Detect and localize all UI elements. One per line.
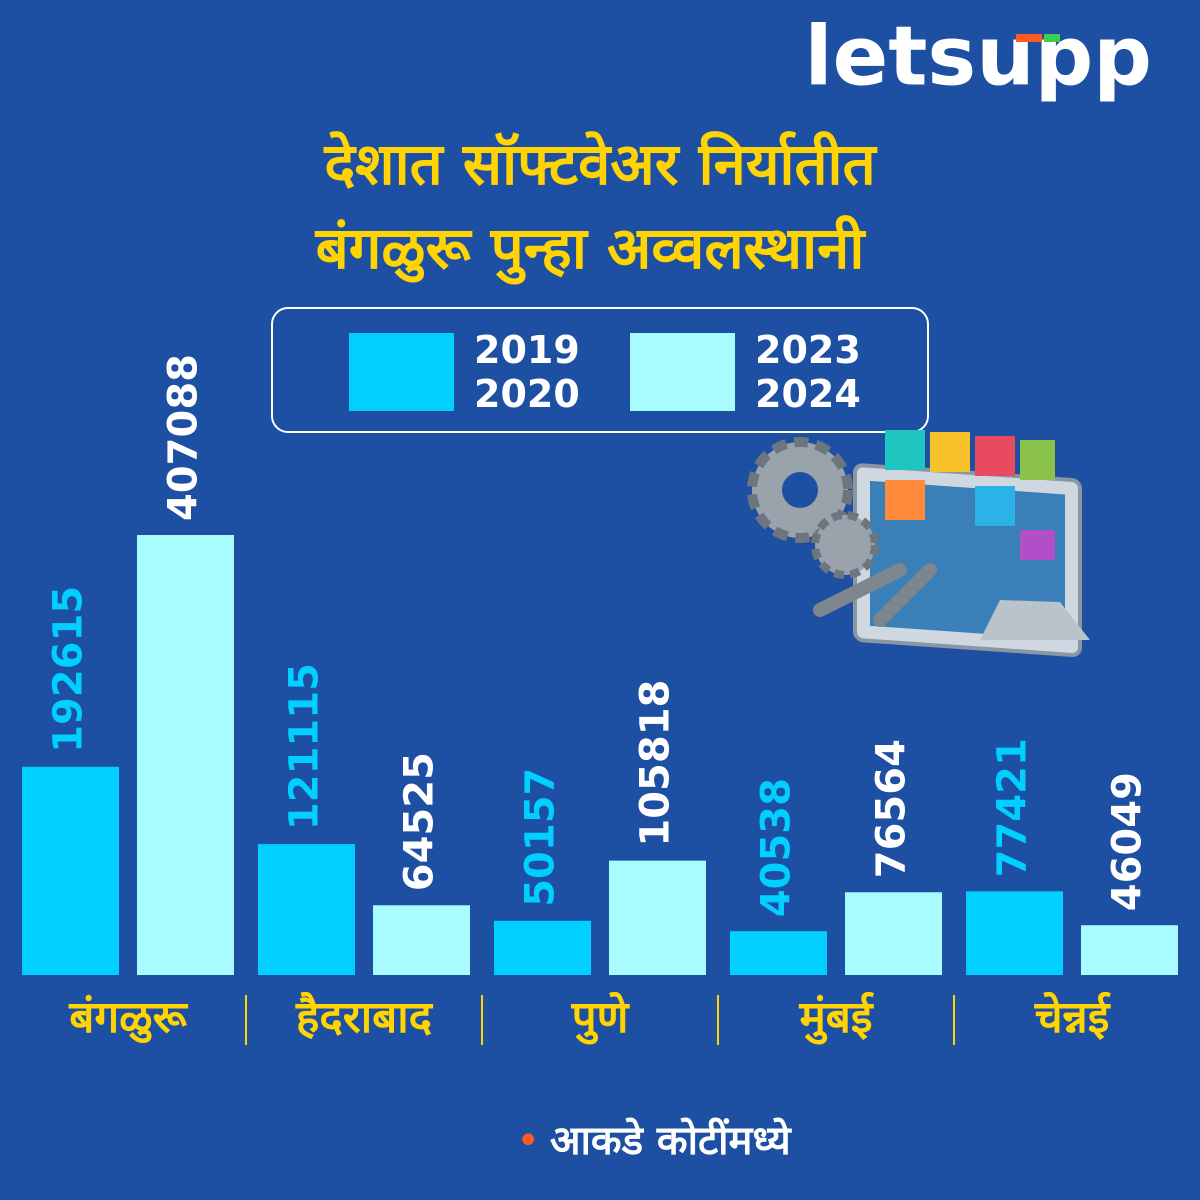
gear-hole xyxy=(782,472,818,508)
bar xyxy=(258,844,355,975)
tile xyxy=(1020,530,1055,560)
x-tick-label: मुंबई xyxy=(798,991,874,1045)
note: आकडे कोटींमध्ये xyxy=(550,1117,792,1164)
note-bullet: • xyxy=(516,1118,540,1164)
value-label: 40538 xyxy=(754,778,800,917)
value-label: 192615 xyxy=(46,586,92,753)
value-label: 121115 xyxy=(282,663,328,830)
value-label: 77421 xyxy=(990,738,1036,877)
legend-box xyxy=(271,307,929,433)
x-tick-label: चेन्नई xyxy=(1034,991,1112,1043)
monitor-stand xyxy=(980,600,1090,640)
tile xyxy=(1020,440,1055,480)
tile xyxy=(975,486,1015,526)
tile xyxy=(975,436,1015,476)
bar xyxy=(609,860,706,975)
tile xyxy=(885,430,925,470)
tile xyxy=(930,432,970,472)
value-label: 76564 xyxy=(869,739,915,878)
logo-accent xyxy=(1044,34,1060,42)
computer-illustration xyxy=(747,430,1090,657)
bar xyxy=(845,892,942,975)
bar xyxy=(966,891,1063,975)
gear xyxy=(811,511,879,579)
brand-logo: letsupp xyxy=(805,9,1153,104)
value-label: 50157 xyxy=(518,768,564,907)
screen xyxy=(870,480,1065,640)
wrench xyxy=(813,563,937,627)
bar xyxy=(137,535,234,975)
value-label: 64525 xyxy=(397,752,443,891)
value-label: 407088 xyxy=(161,354,207,521)
bar xyxy=(373,905,470,975)
bar xyxy=(494,920,591,975)
x-tick-label: बंगळुरू xyxy=(68,992,188,1044)
x-tick-label: हैदराबाद xyxy=(295,991,434,1043)
logo-accent xyxy=(1016,34,1042,42)
legend-label: 2023 2024 xyxy=(755,328,861,416)
x-tick-label: पुणे xyxy=(571,991,631,1045)
bar xyxy=(1081,925,1178,975)
title-line: बंगळुरू पुन्हा अव्वलस्थानी xyxy=(315,214,867,285)
legend-label: 2019 2020 xyxy=(474,328,580,416)
bar xyxy=(22,766,119,975)
legend-swatch xyxy=(630,333,735,411)
value-label: 46049 xyxy=(1105,772,1151,911)
value-label: 105818 xyxy=(633,680,679,847)
title-line: देशात सॉफ्टवेअर निर्यातीत xyxy=(323,130,877,198)
legend-swatch xyxy=(349,333,454,411)
bar xyxy=(730,931,827,975)
tile xyxy=(885,480,925,520)
